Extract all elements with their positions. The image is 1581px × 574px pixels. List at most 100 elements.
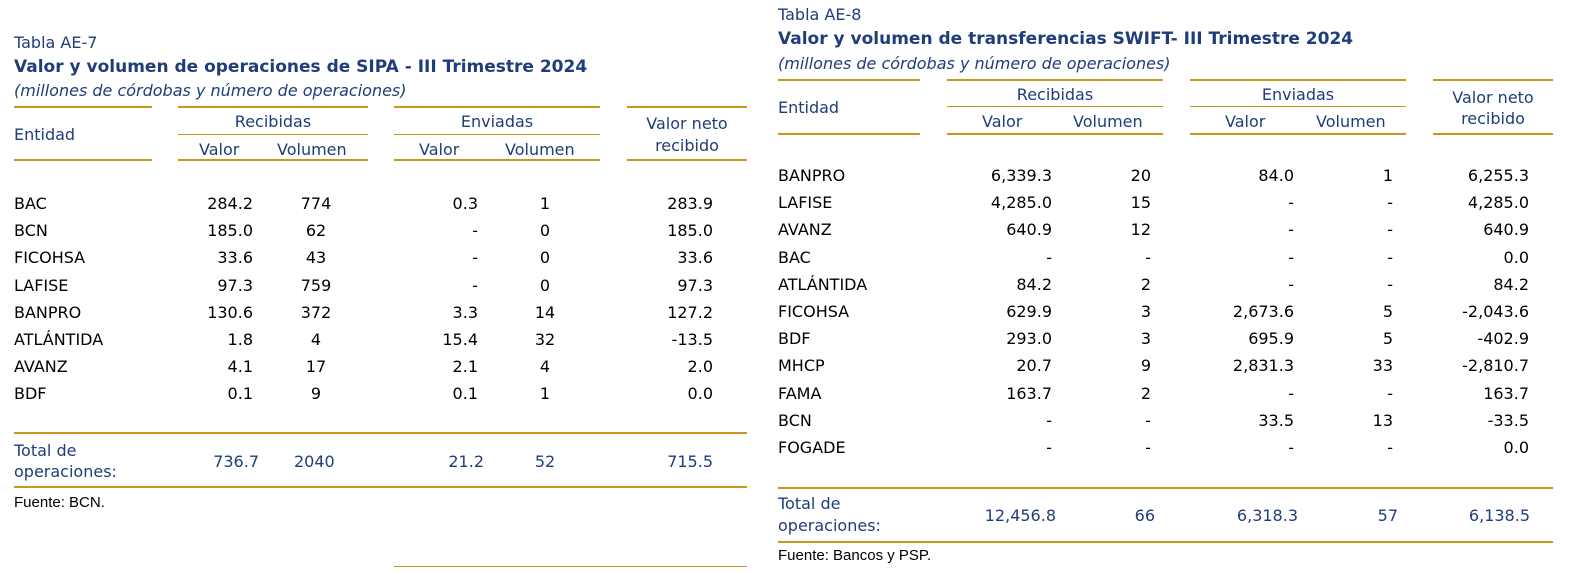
table-cell: 0.0 — [687, 384, 713, 404]
total-value: 736.7 — [213, 452, 259, 471]
table-source: Fuente: BCN. — [14, 494, 105, 511]
table-cell: 33.5 — [1258, 410, 1294, 430]
table-cell: - — [1145, 410, 1151, 430]
table-cell: 33.6 — [217, 248, 253, 268]
table-cell: 185.0 — [667, 221, 713, 241]
table-cell: 3 — [1140, 302, 1151, 321]
table-cell: 774 — [300, 194, 332, 213]
total-value: 52 — [534, 452, 556, 471]
table-cell: 20 — [1130, 166, 1151, 185]
table-cell: 4,285.0 — [1467, 193, 1529, 213]
table-cell: 4 — [539, 357, 551, 377]
table-cell: 6,255.3 — [1467, 166, 1529, 185]
header-rule — [1433, 133, 1553, 135]
table-cell: - — [1046, 410, 1052, 430]
table-cell: - — [1387, 274, 1393, 294]
total-label: Total de — [14, 441, 77, 460]
column-header-valor-neto: Valor neto — [646, 114, 728, 133]
table-cell: 12 — [1130, 220, 1151, 240]
total-value: 21.2 — [448, 452, 484, 471]
header-rule — [1190, 79, 1406, 81]
table-cell: 4,285.0 — [990, 193, 1052, 213]
table-cell: 127.2 — [667, 302, 713, 322]
row-entity-name: FICOHSA — [778, 302, 850, 321]
table-cell: -2,810.7 — [1462, 356, 1529, 376]
header-rule — [947, 133, 1163, 135]
table-cell: -402.9 — [1477, 329, 1529, 349]
table-cell: 2,831.3 — [1232, 356, 1294, 376]
header-rule — [947, 79, 1163, 81]
table-cell: 640.9 — [1483, 220, 1529, 240]
table-cell: 84.2 — [1493, 274, 1529, 294]
table-cell: 0.3 — [452, 194, 478, 213]
row-entity-name: BANPRO — [14, 302, 82, 322]
table-cell: - — [1288, 220, 1294, 240]
header-rule — [394, 134, 600, 135]
total-value: 57 — [1377, 506, 1398, 525]
column-header-recibido: recibido — [1461, 109, 1525, 128]
table-cell: - — [1288, 383, 1294, 403]
table-cell: - — [1046, 247, 1052, 267]
table-label: Tabla AE-8 — [778, 5, 862, 24]
table-cell: 0.0 — [1503, 438, 1529, 457]
total-value: 715.5 — [667, 452, 713, 471]
row-entity-name: BAC — [778, 247, 811, 267]
table-cell: - — [1387, 383, 1393, 403]
total-value: 6,318.3 — [1236, 506, 1298, 525]
header-rule — [947, 106, 1163, 107]
column-header-enviadas: Enviadas — [460, 112, 534, 131]
header-rule — [627, 159, 747, 161]
table-cell: 1 — [539, 194, 551, 213]
table-cell: 13 — [1372, 410, 1393, 430]
table-cell: 2,673.6 — [1232, 302, 1294, 321]
table-cell: 6,339.3 — [990, 166, 1052, 185]
table-cell: 84.2 — [1016, 274, 1052, 294]
table-cell: 62 — [305, 221, 327, 241]
row-entity-name: LAFISE — [778, 193, 833, 213]
row-entity-name: AVANZ — [778, 220, 832, 240]
header-rule — [178, 106, 368, 108]
table-cell: - — [1145, 247, 1151, 267]
table-cell: 5 — [1382, 302, 1393, 321]
table-cell: 640.9 — [1006, 220, 1052, 240]
header-rule — [778, 79, 920, 81]
table-cell: 14 — [534, 302, 556, 322]
table-cell: - — [472, 275, 478, 295]
table-cell: 4.1 — [227, 357, 253, 377]
total-rule — [778, 541, 1553, 543]
table-cell: 293.0 — [1006, 329, 1052, 349]
row-entity-name: BCN — [14, 221, 48, 241]
column-header-valor: Valor — [982, 112, 1023, 131]
table-cell: - — [1387, 247, 1393, 267]
table-cell: 2 — [1140, 274, 1151, 294]
table-cell: - — [1288, 247, 1294, 267]
table-cell: 284.2 — [207, 194, 253, 213]
header-rule — [1433, 79, 1553, 81]
header-rule — [178, 134, 368, 135]
header-rule — [627, 106, 747, 108]
table-cell: 0 — [539, 275, 551, 295]
table-subtitle: (millones de córdobas y número de operac… — [778, 54, 1171, 73]
column-header-entidad: Entidad — [778, 98, 840, 117]
table-cell: - — [1046, 438, 1052, 457]
row-entity-name: MHCP — [778, 356, 825, 376]
table-cell: 0.1 — [452, 384, 478, 404]
row-entity-name: ATLÁNTIDA — [778, 274, 868, 294]
table-cell: 283.9 — [667, 194, 713, 213]
row-entity-name: BANPRO — [778, 166, 846, 185]
row-entity-name: BAC — [14, 194, 47, 213]
header-rule — [394, 106, 600, 108]
table-cell: 3 — [1140, 329, 1151, 349]
table-cell: 372 — [300, 302, 332, 322]
table-cell: 2.1 — [452, 357, 478, 377]
table-cell: 4 — [310, 330, 322, 349]
table-cell: - — [1387, 438, 1393, 457]
row-entity-name: ATLÁNTIDA — [14, 330, 104, 349]
column-header-volumen: Volumen — [1073, 112, 1143, 131]
table-cell: 1 — [1382, 166, 1393, 185]
table-cell: 130.6 — [207, 302, 253, 322]
total-value: 66 — [1134, 506, 1155, 525]
table-cell: 3.3 — [452, 302, 478, 322]
table-cell: 97.3 — [217, 275, 253, 295]
column-header-valor: Valor — [419, 140, 460, 159]
